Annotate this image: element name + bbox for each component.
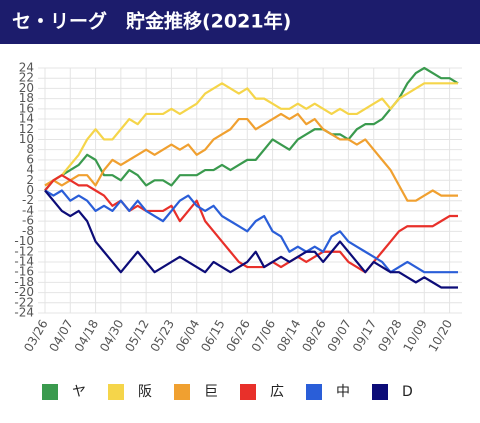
y-tick-label: 24 bbox=[19, 61, 34, 75]
legend-swatch bbox=[240, 384, 256, 400]
series-line bbox=[44, 174, 458, 274]
y-tick-label: -16 bbox=[14, 265, 34, 279]
x-tick-label: 05/12 bbox=[122, 317, 151, 354]
y-tick-label: 2 bbox=[26, 173, 34, 187]
y-tick-label: -22 bbox=[14, 295, 34, 309]
x-tick-label: 06/26 bbox=[223, 317, 252, 354]
legend-swatch bbox=[108, 384, 124, 400]
y-tick-label: -8 bbox=[22, 224, 34, 238]
x-tick-label: 08/14 bbox=[274, 317, 303, 354]
legend-swatch bbox=[42, 384, 58, 400]
legend-label: 広 bbox=[270, 384, 284, 400]
x-tick-label: 04/07 bbox=[46, 317, 75, 354]
y-tick-label: 20 bbox=[19, 81, 34, 95]
series-line bbox=[44, 112, 458, 202]
legend-label: 阪 bbox=[138, 384, 152, 400]
y-tick-label: -2 bbox=[22, 193, 34, 207]
y-tick-label: -6 bbox=[22, 214, 34, 228]
y-tick-label: -14 bbox=[14, 254, 34, 268]
x-tick-label: 05/23 bbox=[148, 317, 177, 354]
legend-label: ヤ bbox=[72, 384, 86, 400]
x-tick-label: 09/07 bbox=[325, 317, 354, 354]
y-tick-label: 6 bbox=[26, 152, 34, 166]
legend-label: 巨 bbox=[204, 384, 218, 400]
chart-title: セ・リーグ 貯金推移(2021年) bbox=[12, 10, 291, 33]
y-tick-label: 0 bbox=[26, 183, 34, 197]
series-line bbox=[44, 189, 458, 289]
y-tick-label: 8 bbox=[26, 142, 34, 156]
x-tick-label: 06/15 bbox=[198, 317, 227, 354]
legend-swatch bbox=[174, 384, 190, 400]
x-tick-label: 10/20 bbox=[426, 317, 455, 354]
x-tick-label: 03/26 bbox=[21, 317, 50, 354]
series-line bbox=[44, 66, 459, 192]
y-tick-label: -24 bbox=[14, 306, 34, 320]
y-tick-label: 10 bbox=[19, 132, 34, 146]
legend-label: 中 bbox=[336, 384, 350, 400]
x-tick-label: 09/17 bbox=[350, 317, 379, 354]
x-tick-label: 10/09 bbox=[400, 317, 429, 354]
legend-swatch bbox=[372, 384, 388, 400]
y-tick-label: 14 bbox=[19, 112, 34, 126]
y-tick-label: 12 bbox=[19, 122, 34, 136]
y-tick-label: -10 bbox=[14, 234, 34, 248]
y-tick-label: 18 bbox=[19, 91, 34, 105]
x-tick-label: 06/04 bbox=[173, 317, 202, 354]
y-tick-label: -18 bbox=[14, 275, 34, 289]
x-tick-label: 09/28 bbox=[375, 317, 404, 354]
x-tick-label: 04/30 bbox=[97, 317, 126, 354]
y-tick-label: 4 bbox=[26, 163, 34, 177]
series-line bbox=[44, 82, 458, 187]
y-tick-label: -4 bbox=[22, 203, 34, 217]
y-tick-label: 16 bbox=[19, 101, 34, 115]
x-tick-label: 07/06 bbox=[249, 317, 278, 354]
x-tick-label: 04/18 bbox=[72, 317, 101, 354]
y-tick-label: 22 bbox=[19, 71, 34, 85]
y-tick-label: -20 bbox=[14, 285, 34, 299]
title-bar bbox=[0, 0, 480, 44]
y-tick-label: -12 bbox=[14, 244, 34, 258]
legend-label: D bbox=[402, 384, 413, 400]
legend-swatch bbox=[306, 384, 322, 400]
x-tick-label: 08/26 bbox=[299, 317, 328, 354]
